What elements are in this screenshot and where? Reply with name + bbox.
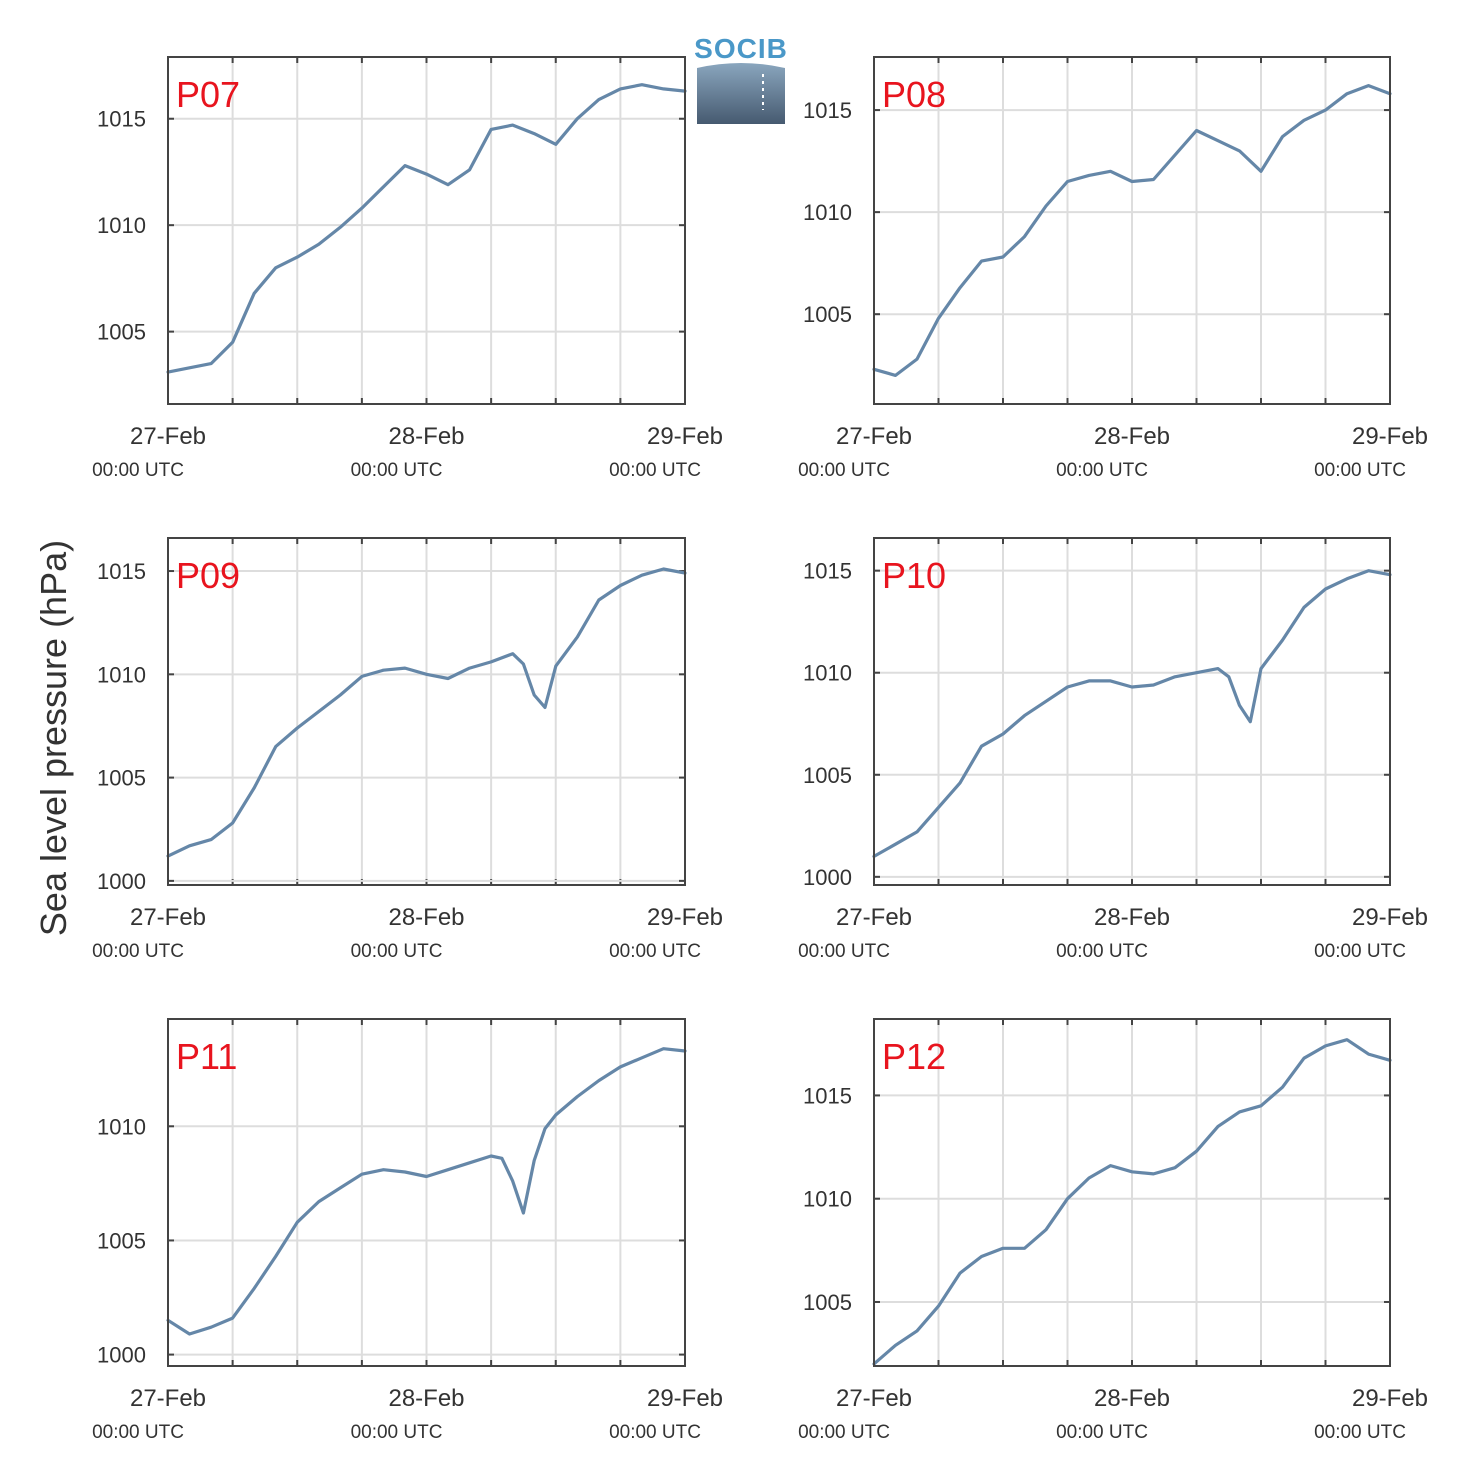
x-tick-time-label: 00:00 UTC <box>1056 1422 1148 1443</box>
x-tick-time-label: 00:00 UTC <box>798 941 890 962</box>
series-line-p11 <box>166 1047 687 1336</box>
series-line-p12 <box>872 1038 1392 1366</box>
plot-frame <box>167 1018 686 1367</box>
y-tick-label: 1015 <box>803 1083 852 1108</box>
x-tick-date-label: 29-Feb <box>1352 1385 1428 1412</box>
y-tick-label: 1015 <box>97 559 146 584</box>
panel-label: P12 <box>882 1036 946 1077</box>
series-line-p09 <box>166 567 687 858</box>
x-tick-date-label: 28-Feb <box>1094 1385 1170 1412</box>
x-tick-time-label: 00:00 UTC <box>1056 460 1148 481</box>
panel-label: P08 <box>882 74 946 115</box>
x-tick-time-label: 00:00 UTC <box>798 1422 890 1443</box>
chart-panel-p08: 1005 1010 1015 27-Feb 00:00 UTC 28-Feb 00:00 U… <box>798 56 1428 481</box>
x-tick-date-label: 29-Feb <box>1352 904 1428 931</box>
x-tick-date-label: 27-Feb <box>836 904 912 931</box>
x-tick-date-label: 27-Feb <box>836 423 912 450</box>
y-tick-label: 1010 <box>803 200 852 225</box>
chart-panel-p10: 1000 1005 1010 1015 27-Feb 00:00 UTC 28-Feb 00:… <box>798 537 1428 962</box>
x-tick-date-label: 29-Feb <box>647 1385 723 1412</box>
series-line-p07 <box>166 83 687 374</box>
x-tick-time-label: 00:00 UTC <box>351 941 443 962</box>
socib-logo: SOCIB <box>694 33 788 124</box>
y-tick-label: 1005 <box>97 1228 146 1253</box>
x-tick-date-label: 28-Feb <box>388 1385 464 1412</box>
y-tick-label: 1005 <box>803 1290 852 1315</box>
x-tick-date-label: 28-Feb <box>388 423 464 450</box>
x-tick-time-label: 00:00 UTC <box>351 1422 443 1443</box>
x-tick-date-label: 28-Feb <box>1094 423 1170 450</box>
y-tick-label: 1005 <box>803 763 852 788</box>
y-tick-label: 1005 <box>97 320 146 345</box>
x-tick-date-label: 27-Feb <box>130 904 206 931</box>
plot-frame <box>873 537 1391 886</box>
x-tick-time-label: 00:00 UTC <box>92 1422 184 1443</box>
panel-label: P11 <box>176 1036 237 1077</box>
chart-panel-p11: 1000 1005 1010 27-Feb 00:00 UTC 28-Feb 00:00 U… <box>92 1018 723 1443</box>
x-tick-time-label: 00:00 UTC <box>1056 941 1148 962</box>
x-tick-time-label: 00:00 UTC <box>609 1422 701 1443</box>
y-tick-label: 1000 <box>803 865 852 890</box>
y-tick-label: 1010 <box>97 1114 146 1139</box>
y-tick-label: 1015 <box>803 559 852 584</box>
x-tick-date-label: 28-Feb <box>388 904 464 931</box>
series-line-p10 <box>872 569 1392 859</box>
x-tick-time-label: 00:00 UTC <box>1314 1422 1406 1443</box>
panel-label: P07 <box>176 74 240 115</box>
chart-panel-p12: 1005 1010 1015 27-Feb 00:00 UTC 28-Feb 00:00 U… <box>798 1018 1428 1443</box>
x-tick-date-label: 29-Feb <box>1352 423 1428 450</box>
x-tick-date-label: 28-Feb <box>1094 904 1170 931</box>
y-tick-label: 1010 <box>803 1187 852 1212</box>
y-tick-label: 1010 <box>97 662 146 687</box>
y-tick-label: 1000 <box>97 869 146 894</box>
x-tick-time-label: 00:00 UTC <box>609 941 701 962</box>
plot-frame <box>167 537 686 886</box>
y-tick-label: 1010 <box>803 661 852 686</box>
x-tick-date-label: 29-Feb <box>647 904 723 931</box>
x-tick-date-label: 29-Feb <box>647 423 723 450</box>
chart-panel-p07: 1005 1010 1015 27-Feb 00:00 UTC 28-Feb 00:00 U… <box>92 56 723 481</box>
chart-panel-p09: 1000 1005 1010 1015 27-Feb 00:00 UTC 28-Feb 00:… <box>92 537 723 962</box>
y-tick-label: 1010 <box>97 213 146 238</box>
x-tick-time-label: 00:00 UTC <box>92 460 184 481</box>
y-tick-label: 1000 <box>97 1343 146 1368</box>
series-line-p08 <box>872 83 1392 377</box>
y-tick-label: 1015 <box>803 98 852 123</box>
x-tick-time-label: 00:00 UTC <box>1314 941 1406 962</box>
y-tick-label: 1005 <box>97 766 146 791</box>
panels: 1005 1010 1015 27-Feb 00:00 UTC 28-Feb 00:00 U… <box>92 56 1428 1443</box>
x-tick-time-label: 00:00 UTC <box>1314 460 1406 481</box>
x-tick-date-label: 27-Feb <box>836 1385 912 1412</box>
y-tick-label: 1015 <box>97 107 146 132</box>
y-tick-label: 1005 <box>803 302 852 327</box>
logo-text: SOCIB <box>694 33 788 64</box>
plot-frame <box>873 56 1391 405</box>
x-tick-time-label: 00:00 UTC <box>92 941 184 962</box>
x-tick-time-label: 00:00 UTC <box>798 460 890 481</box>
x-tick-date-label: 27-Feb <box>130 423 206 450</box>
y-axis-label: Sea level pressure (hPa) <box>33 540 74 936</box>
x-tick-date-label: 27-Feb <box>130 1385 206 1412</box>
x-tick-time-label: 00:00 UTC <box>351 460 443 481</box>
panel-label: P10 <box>882 555 946 596</box>
x-tick-time-label: 00:00 UTC <box>609 460 701 481</box>
panel-label: P09 <box>176 555 240 596</box>
plot-frame <box>167 56 686 405</box>
plot-frame <box>873 1018 1391 1367</box>
